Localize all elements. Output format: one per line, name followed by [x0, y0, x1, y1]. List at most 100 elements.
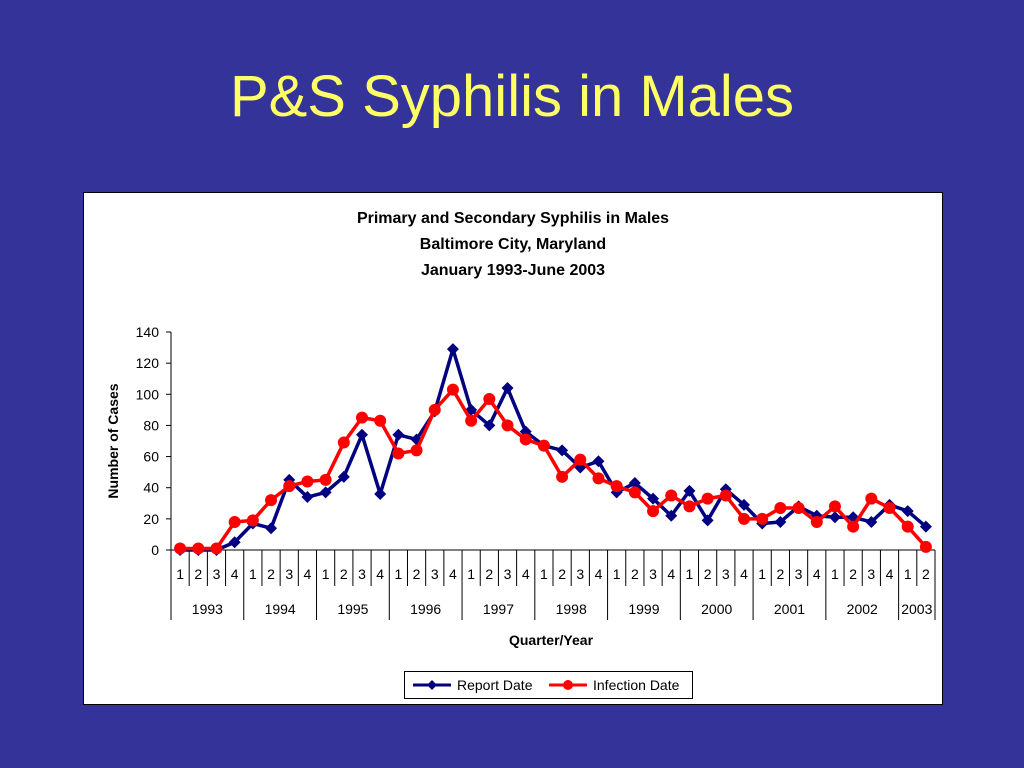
quarter-label: 3: [867, 566, 875, 582]
data-point-report-date: [410, 433, 423, 446]
data-point-report-date: [501, 382, 514, 395]
quarter-label: 3: [576, 566, 584, 582]
chart-title-line-1: Primary and Secondary Syphilis in Males: [357, 210, 669, 227]
quarter-label: 3: [213, 566, 221, 582]
data-point-report-date: [647, 492, 660, 505]
quarter-label: 1: [831, 566, 839, 582]
data-point-infection-date: [319, 473, 332, 486]
year-label: 1994: [265, 601, 296, 617]
data-point-infection-date: [428, 403, 441, 416]
data-point-report-date: [392, 428, 405, 441]
quarter-label: 2: [776, 566, 784, 582]
data-point-infection-date: [592, 472, 605, 485]
data-point-report-date: [592, 455, 605, 468]
data-point-report-date: [556, 444, 569, 457]
quarter-label: 4: [304, 566, 312, 582]
data-point-infection-date: [210, 542, 223, 555]
quarter-label: 3: [358, 566, 366, 582]
y-tick-label: 40: [143, 480, 159, 496]
quarter-label: 4: [740, 566, 748, 582]
data-point-report-date: [683, 484, 696, 497]
data-point-infection-date: [683, 500, 696, 513]
quarter-label: 2: [340, 566, 348, 582]
data-point-infection-date: [865, 492, 878, 505]
chart-title-line-3: January 1993-June 2003: [421, 262, 605, 279]
data-point-report-date: [374, 487, 387, 500]
data-point-report-date: [483, 419, 496, 432]
data-point-report-date: [701, 514, 714, 527]
data-point-infection-date: [792, 501, 805, 514]
y-tick-label: 140: [136, 324, 160, 340]
data-point-report-date: [665, 509, 678, 522]
y-tick-label: 20: [143, 511, 159, 527]
data-point-infection-date: [774, 501, 787, 514]
quarter-label: 2: [849, 566, 857, 582]
quarter-label: 1: [394, 566, 402, 582]
data-point-infection-date: [356, 411, 368, 424]
y-tick-label: 100: [136, 386, 160, 402]
data-point-infection-date: [719, 489, 732, 502]
quarter-label: 3: [722, 566, 730, 582]
legend-label-report-date: Report Date: [457, 677, 533, 693]
data-point-report-date: [228, 536, 241, 549]
year-label: 2001: [774, 601, 805, 617]
legend-swatch-report-date: [413, 680, 451, 690]
quarter-label: 1: [904, 566, 912, 582]
data-point-infection-date: [537, 439, 550, 452]
quarter-label: 4: [886, 566, 894, 582]
data-point-report-date: [337, 470, 350, 483]
quarter-label: 4: [449, 566, 457, 582]
y-tick-label: 0: [151, 542, 159, 558]
data-point-infection-date: [628, 486, 641, 499]
quarter-label: 1: [176, 566, 184, 582]
quarter-label: 1: [613, 566, 621, 582]
data-point-report-date: [865, 515, 878, 528]
y-axis-label: Number of Cases: [105, 383, 121, 498]
data-point-infection-date: [810, 515, 823, 528]
year-label: 1996: [410, 601, 441, 617]
data-point-infection-date: [483, 392, 496, 405]
data-point-infection-date: [828, 500, 841, 513]
data-point-infection-date: [519, 433, 532, 446]
year-label: 2000: [701, 601, 732, 617]
data-point-infection-date: [919, 540, 932, 553]
year-label: 2002: [847, 601, 878, 617]
year-label: 1999: [628, 601, 659, 617]
data-point-infection-date: [738, 512, 750, 525]
quarter-label: 3: [649, 566, 657, 582]
quarter-label: 4: [376, 566, 384, 582]
data-point-infection-date: [174, 542, 187, 555]
quarter-label: 1: [322, 566, 330, 582]
data-point-infection-date: [410, 444, 423, 457]
slide-title: P&S Syphilis in Males: [229, 64, 795, 129]
legend-label-infection-date: Infection Date: [593, 677, 680, 693]
data-point-infection-date: [446, 383, 459, 396]
quarter-label: 2: [267, 566, 275, 582]
data-point-report-date: [738, 498, 750, 511]
data-point-report-date: [628, 477, 641, 490]
quarter-label: 2: [558, 566, 566, 582]
year-label: 1995: [337, 601, 368, 617]
year-label: 1998: [556, 601, 587, 617]
data-point-infection-date: [574, 453, 587, 466]
chart-legend: Report Date Infection Date: [404, 671, 693, 699]
data-point-infection-date: [246, 514, 259, 527]
data-point-report-date: [828, 511, 841, 524]
quarter-label: 4: [813, 566, 821, 582]
quarter-label: 4: [667, 566, 675, 582]
data-point-report-date: [901, 505, 914, 518]
quarter-label: 3: [285, 566, 293, 582]
quarter-label: 4: [595, 566, 603, 582]
quarter-label: 1: [540, 566, 548, 582]
quarter-label: 1: [467, 566, 475, 582]
data-point-report-date: [356, 428, 368, 441]
data-point-report-date: [319, 486, 332, 499]
data-point-infection-date: [392, 447, 405, 460]
data-point-infection-date: [847, 520, 860, 533]
data-point-infection-date: [283, 480, 296, 493]
quarter-label: 1: [249, 566, 257, 582]
data-point-infection-date: [465, 414, 478, 427]
data-point-infection-date: [701, 492, 714, 505]
data-point-infection-date: [610, 480, 623, 493]
